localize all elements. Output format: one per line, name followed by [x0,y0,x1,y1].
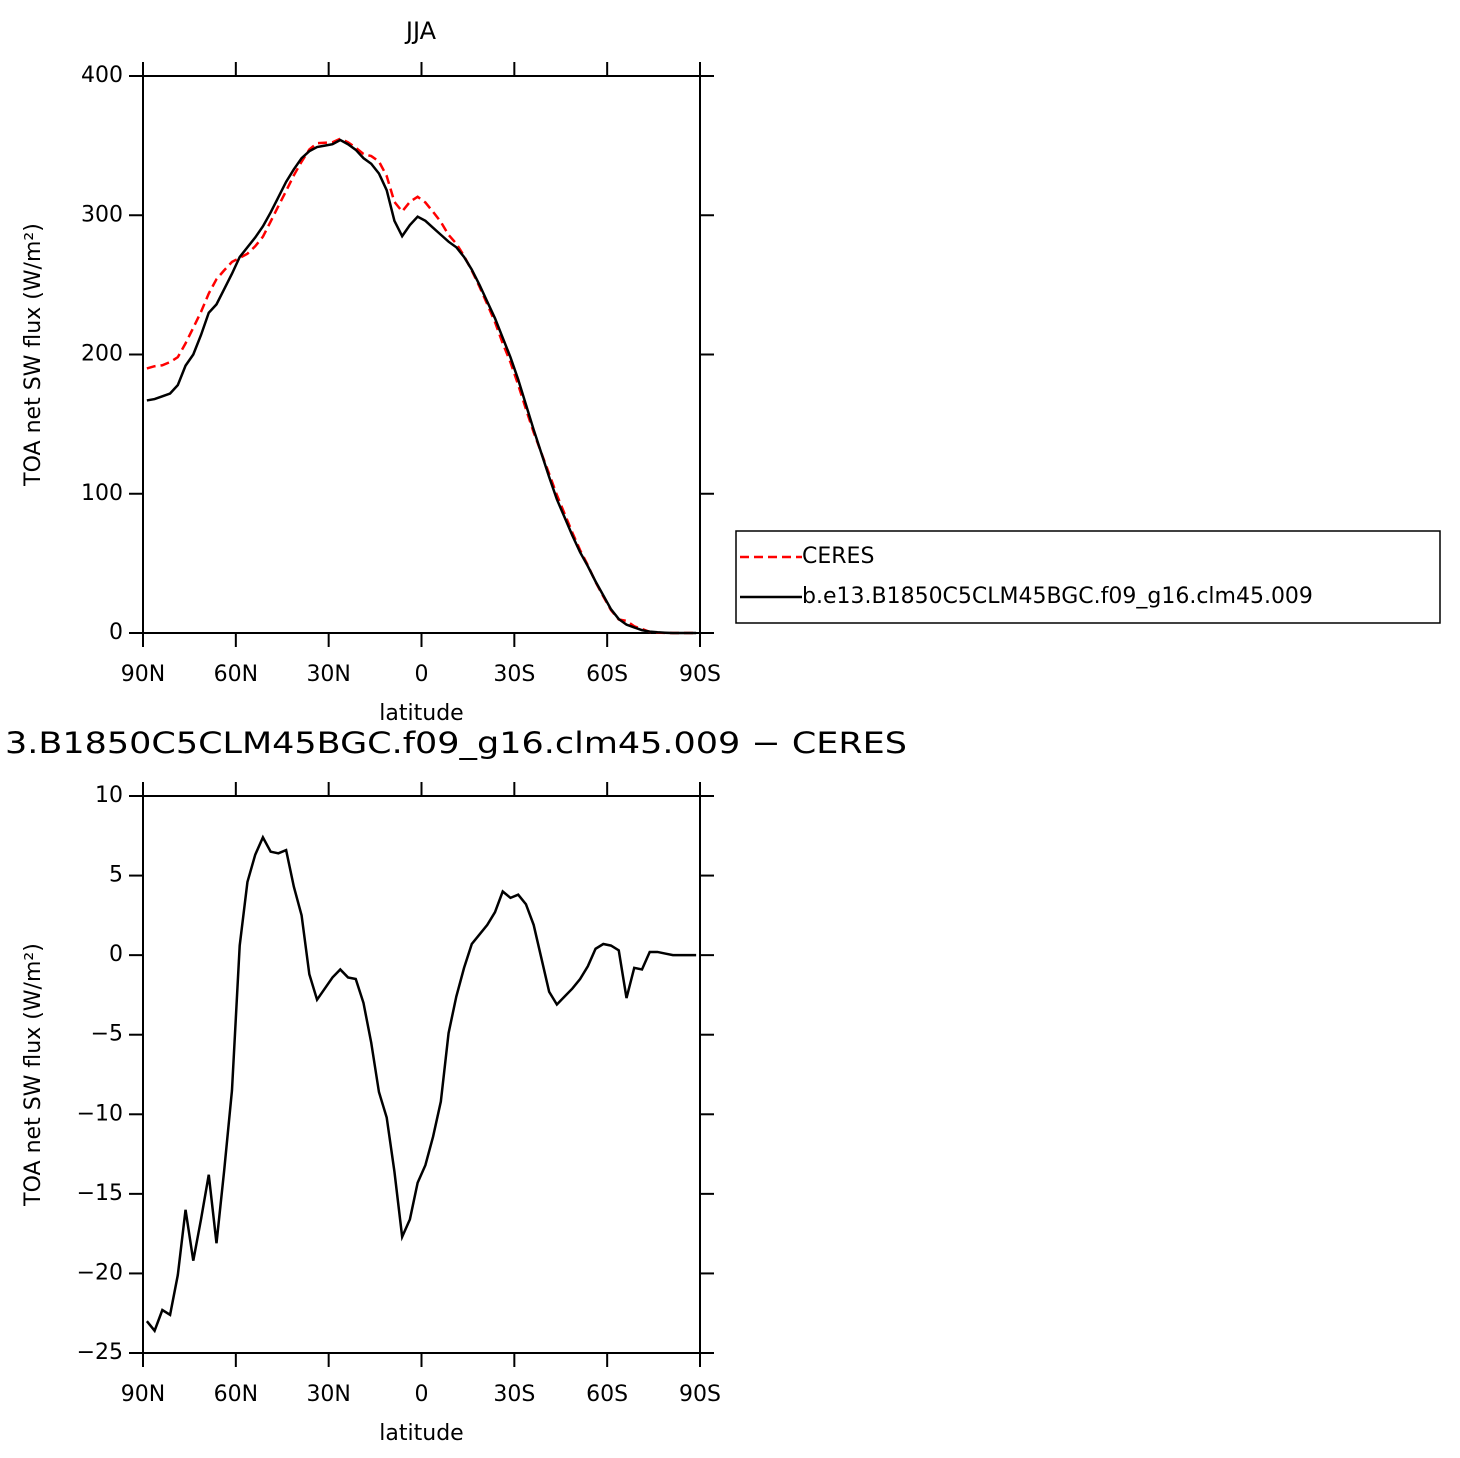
chart-title: 3.B1850C5CLM45BGC.f09_g16.clm45.009 − CE… [5,726,907,760]
chart-title: JJA [404,17,437,45]
x-tick-label: 0 [415,1382,429,1407]
x-tick-label: 0 [415,662,429,687]
legend-box [735,530,1441,624]
data-line [146,138,697,635]
x-tick-label: 60S [586,662,628,687]
y-tick-label: −5 [91,1022,123,1047]
y-axis-label: TOA net SW flux (W/m²) [21,943,46,1207]
plot-frame [142,75,701,634]
y-tick-label: 300 [81,202,123,227]
y-tick-label: −20 [77,1260,123,1285]
y-tick-label: 0 [109,942,123,967]
y-tick-label: −25 [77,1340,123,1365]
legend-label: CERES [802,544,874,569]
legend-label: b.e13.B1850C5CLM45BGC.f09_g16.clm45.009 [802,584,1313,609]
x-tick-label: 60N [214,662,258,687]
x-tick-label: 90S [679,1382,721,1407]
y-tick-label: −10 [77,1101,123,1126]
x-tick-label: 60N [214,1382,258,1407]
x-tick-label: 30S [493,662,535,687]
y-tick-label: 0 [109,620,123,645]
y-tick-label: 10 [95,783,123,808]
x-tick-label: 90N [121,1382,165,1407]
x-axis-label: latitude [379,1421,463,1446]
x-tick-label: 30S [493,1382,535,1407]
data-line [146,137,697,635]
x-tick-label: 60S [586,1382,628,1407]
x-tick-label: 30N [306,1382,350,1407]
x-tick-label: 30N [306,662,350,687]
x-tick-label: 90S [679,662,721,687]
plot-frame [142,795,701,1354]
y-tick-label: 5 [109,863,123,888]
y-tick-label: −15 [77,1181,123,1206]
x-axis-label: latitude [379,701,463,726]
data-line [145,834,697,1334]
y-tick-label: 100 [81,481,123,506]
x-tick-label: 90N [121,662,165,687]
y-axis-label: TOA net SW flux (W/m²) [21,223,46,487]
y-tick-label: 400 [81,63,123,88]
y-tick-label: 200 [81,342,123,367]
